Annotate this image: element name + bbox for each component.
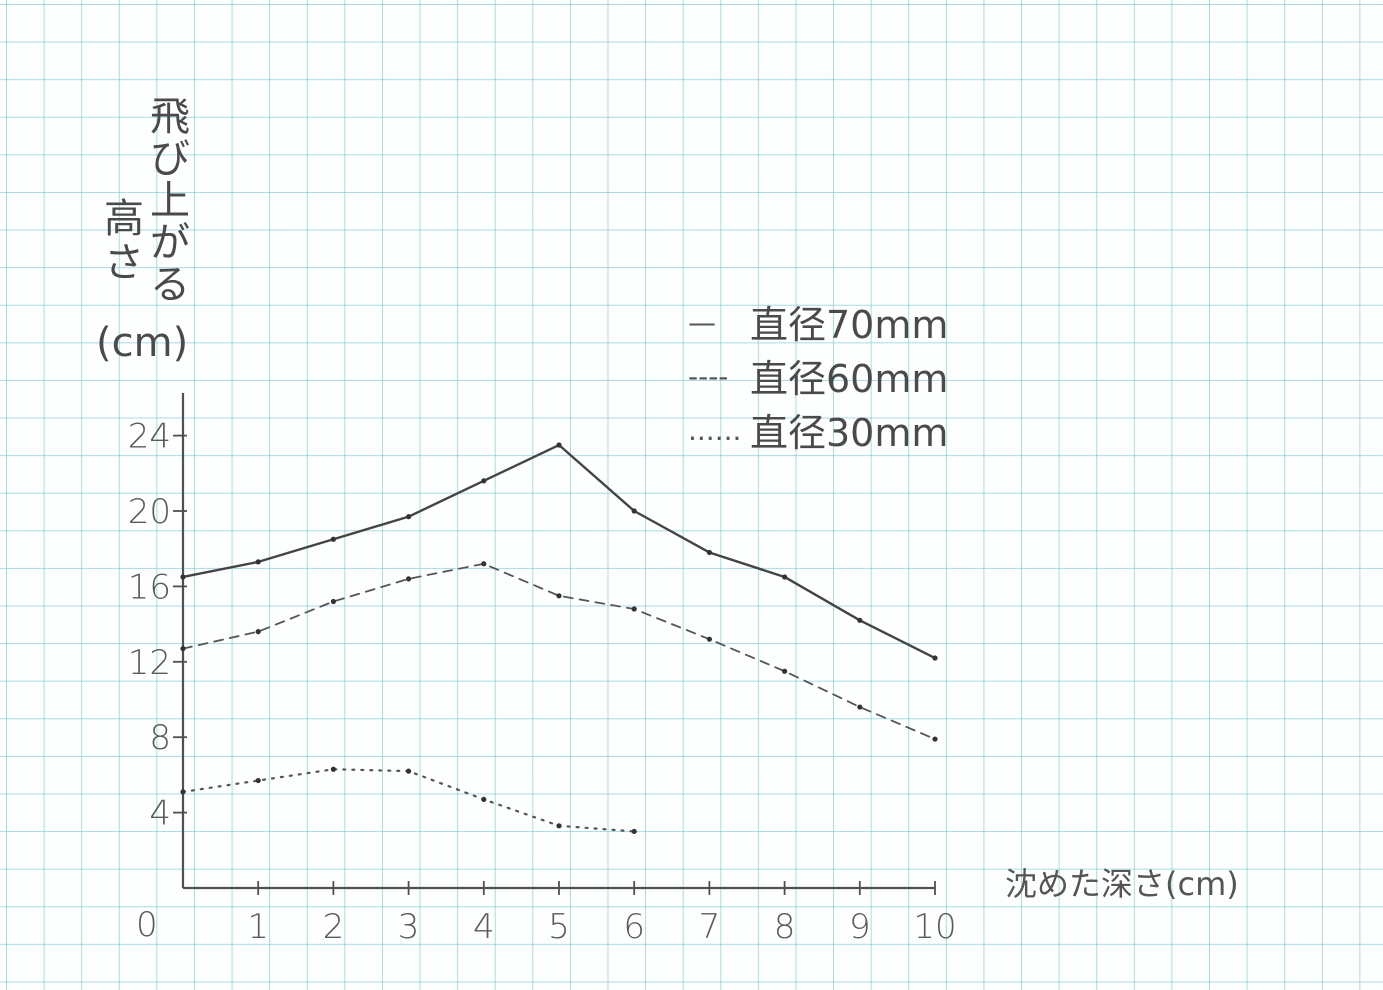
data-point [406,576,412,582]
data-point [255,777,261,784]
y-tick-label: 12 [128,643,171,683]
origin-label: 0 [136,905,158,945]
y-tick-label: 20 [128,492,171,532]
data-point [330,536,336,542]
legend-label-2: 直径60mm [750,357,948,401]
y-axis-label-col2: 高さ [104,196,144,286]
data-point [406,768,412,774]
y-axis-label-char: び [150,136,190,182]
series-line-3 [181,768,636,833]
legend-mark-2: ---- [688,360,728,393]
y-axis-label-col1: 飛び上がる [150,94,190,308]
data-point [255,559,261,565]
data-point [857,617,863,623]
data-point [180,574,186,580]
data-point [631,508,637,514]
y-tick-label: 24 [128,417,171,457]
data-point [857,704,863,710]
y-tick-label: 4 [149,794,171,834]
data-point [932,655,938,661]
y-axis-label-char: る [150,262,190,308]
y-axis-label-char: 高 [104,196,144,242]
x-axis-label: 沈めた深さ(cm) [1005,865,1239,903]
x-tick-label: 1 [247,907,269,947]
legend-mark-1: — [688,306,716,339]
x-tick-label: 6 [623,907,645,947]
y-axis-label-char: 飛 [150,94,190,140]
y-axis-label: 飛び上がる 高さ (cm) [96,94,190,366]
x-tick-label: 7 [699,907,721,947]
data-point [556,442,562,448]
data-point [706,636,713,642]
y-axis-label-char: 上 [150,178,190,224]
y-tick-label: 8 [149,718,171,758]
data-point [255,629,261,635]
x-tick-label: 10 [913,907,956,947]
data-point [556,593,562,599]
series-layer [180,442,938,835]
data-point [556,823,562,829]
series-line-1 [181,443,937,660]
y-tick-label: 16 [128,567,171,607]
data-point [406,514,412,520]
x-tick-label: 5 [548,907,570,947]
data-point [782,574,788,580]
y-axis-label-char: さ [104,240,144,286]
data-point [481,796,487,803]
data-point [932,736,938,742]
data-point [706,549,713,556]
y-axis-label-unit: (cm) [96,320,188,366]
data-point [631,606,637,612]
legend-mark-3: ...... [688,414,741,447]
data-point [330,766,336,772]
data-point [180,789,186,795]
legend: — 直径70mm ---- 直径60mm...... 直径30mm [688,303,948,455]
data-point [481,478,487,484]
series-line-2 [182,562,936,740]
data-point [330,598,336,605]
x-tick-label: 2 [323,907,345,947]
y-axis-label-char: が [150,220,190,266]
data-point [180,646,186,652]
x-tick-label: 3 [398,907,420,947]
x-tick-label: 9 [849,907,871,947]
data-point [782,668,788,674]
x-tick-label: 4 [473,907,495,947]
data-point [631,828,637,835]
x-tick-label: 8 [774,907,796,947]
legend-label-3: 直径30mm [750,411,948,455]
legend-label-1: 直径70mm [750,303,948,347]
data-point [481,561,487,567]
